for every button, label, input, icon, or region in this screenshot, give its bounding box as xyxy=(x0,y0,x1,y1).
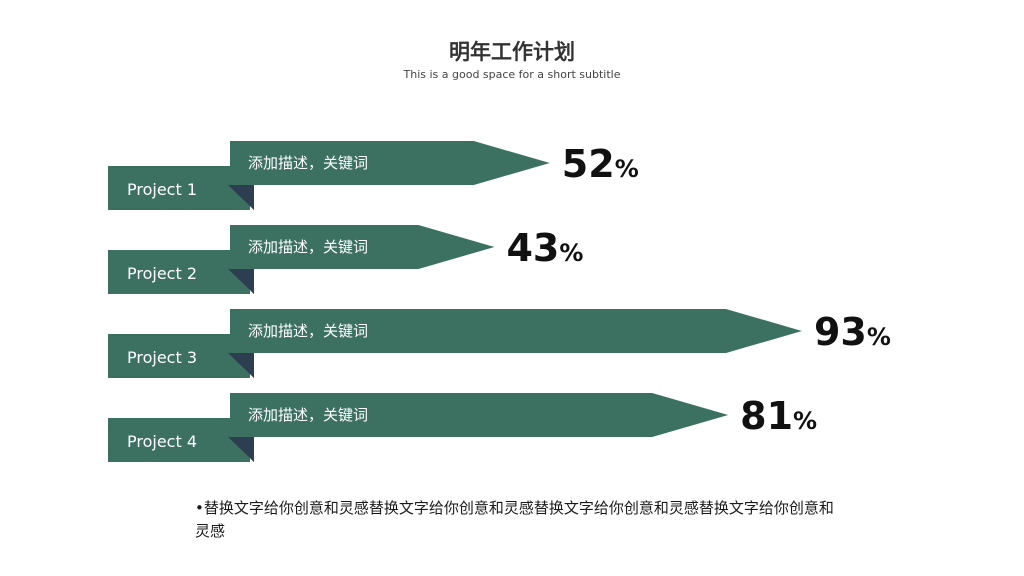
bar-description: 添加描述，关键词 xyxy=(248,238,368,256)
bar xyxy=(230,393,729,437)
bar-fold-corner xyxy=(228,185,254,210)
page-title: 明年工作计划 xyxy=(449,40,575,64)
bar xyxy=(230,141,550,185)
bar-fold-corner xyxy=(228,269,254,294)
bar xyxy=(230,309,802,353)
bar-fold-corner xyxy=(228,353,254,378)
data-label: 43% xyxy=(506,226,583,270)
bar-tab xyxy=(108,418,250,462)
bar-tab xyxy=(108,334,250,378)
category-label: Project 3 xyxy=(127,348,197,367)
category-label: Project 4 xyxy=(127,432,197,451)
body-note: •替换文字给你创意和灵感替换文字给你创意和灵感替换文字给你创意和灵感替换文字给你… xyxy=(195,499,834,540)
data-label: 52% xyxy=(562,142,639,186)
bar-description: 添加描述，关键词 xyxy=(248,406,368,424)
bar-description: 添加描述，关键词 xyxy=(248,154,368,172)
category-label: Project 1 xyxy=(127,180,197,199)
bar-tab xyxy=(108,250,250,294)
page-subtitle: This is a good space for a short subtitl… xyxy=(403,68,621,81)
data-label: 81% xyxy=(740,394,817,438)
bar-tab xyxy=(108,166,250,210)
data-label: 93% xyxy=(814,310,891,354)
bar-description: 添加描述，关键词 xyxy=(248,322,368,340)
bar-fold-corner xyxy=(228,437,254,462)
bar xyxy=(230,225,495,269)
category-label: Project 2 xyxy=(127,264,197,283)
